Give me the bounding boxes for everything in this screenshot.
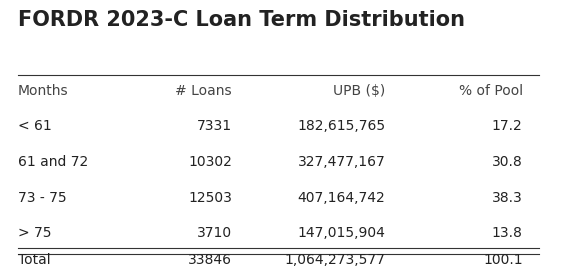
Text: 33846: 33846 xyxy=(188,253,232,267)
Text: 30.8: 30.8 xyxy=(492,155,523,169)
Text: < 61: < 61 xyxy=(18,119,52,133)
Text: 38.3: 38.3 xyxy=(492,191,523,205)
Text: 12503: 12503 xyxy=(188,191,232,205)
Text: UPB ($): UPB ($) xyxy=(333,84,385,98)
Text: 61 and 72: 61 and 72 xyxy=(18,155,88,169)
Text: 10302: 10302 xyxy=(188,155,232,169)
Text: 147,015,904: 147,015,904 xyxy=(298,226,385,240)
Text: 182,615,765: 182,615,765 xyxy=(298,119,385,133)
Text: Total: Total xyxy=(18,253,51,267)
Text: % of Pool: % of Pool xyxy=(458,84,523,98)
Text: 13.8: 13.8 xyxy=(492,226,523,240)
Text: 7331: 7331 xyxy=(197,119,232,133)
Text: 327,477,167: 327,477,167 xyxy=(298,155,385,169)
Text: 73 - 75: 73 - 75 xyxy=(18,191,67,205)
Text: Months: Months xyxy=(18,84,68,98)
Text: 17.2: 17.2 xyxy=(492,119,523,133)
Text: # Loans: # Loans xyxy=(175,84,232,98)
Text: > 75: > 75 xyxy=(18,226,51,240)
Text: FORDR 2023-C Loan Term Distribution: FORDR 2023-C Loan Term Distribution xyxy=(18,10,465,30)
Text: 3710: 3710 xyxy=(197,226,232,240)
Text: 1,064,273,577: 1,064,273,577 xyxy=(284,253,385,267)
Text: 407,164,742: 407,164,742 xyxy=(298,191,385,205)
Text: 100.1: 100.1 xyxy=(483,253,523,267)
